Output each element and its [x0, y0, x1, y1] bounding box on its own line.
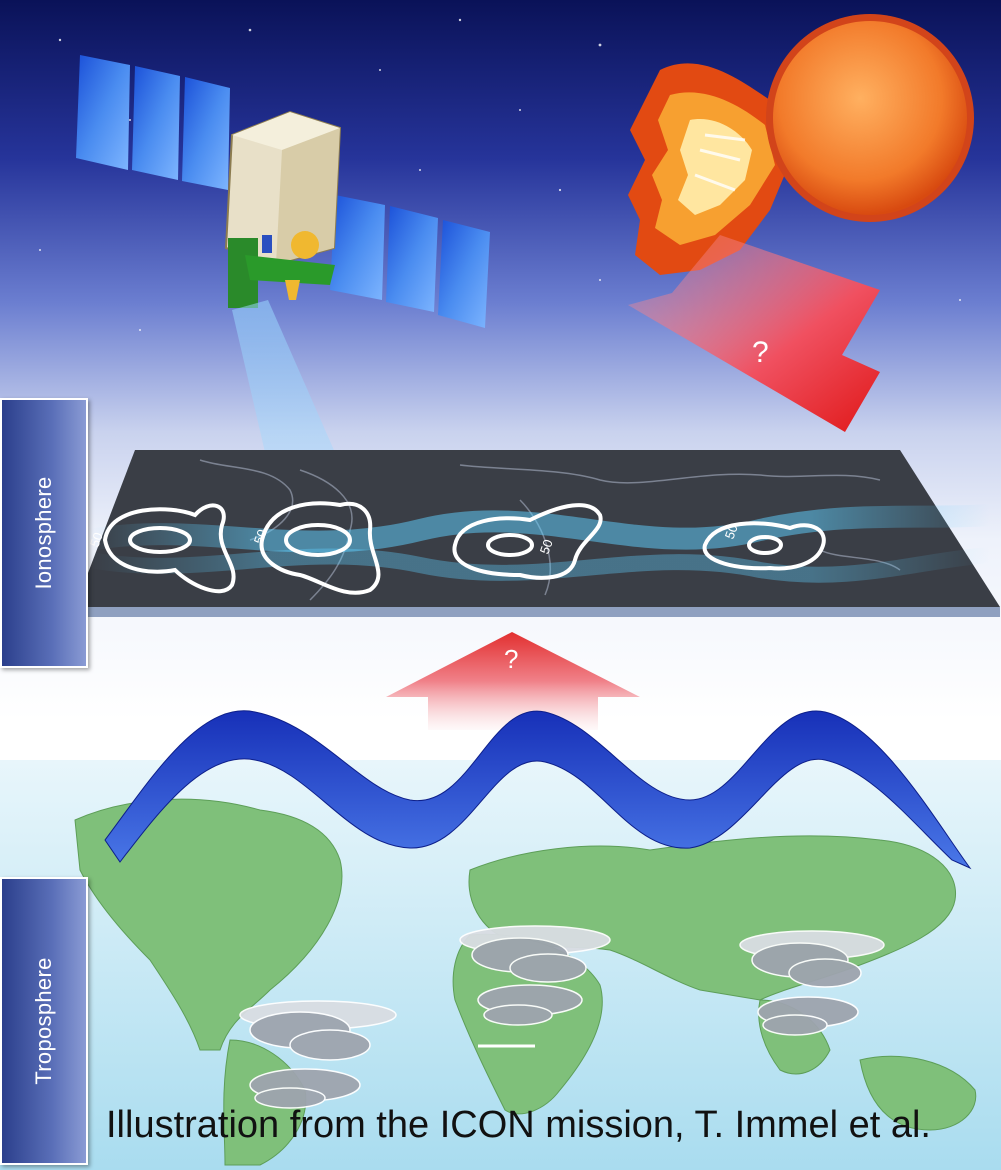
contour-label: 50 — [87, 530, 106, 549]
sun-icon — [766, 14, 974, 222]
contour-label: 50 — [251, 527, 270, 546]
solar-influence-arrow: ? — [628, 235, 880, 432]
flare-icon — [628, 63, 795, 275]
density-contours — [102, 501, 826, 595]
solar-panel-left — [76, 55, 230, 190]
upward-arrow-question: ? — [504, 644, 518, 674]
upward-influence-arrow: ? — [386, 632, 640, 730]
ionosphere-label: Ionosphere — [0, 398, 88, 668]
cloud-icon — [239, 1000, 397, 1109]
contour-label: 50 — [722, 522, 741, 541]
cloud-icon — [739, 930, 885, 1036]
equatorial-glow-band — [88, 504, 991, 553]
troposphere-label: Troposphere — [0, 877, 88, 1165]
ionosphere-label-text: Ionosphere — [31, 476, 56, 590]
atmospheric-wave — [104, 710, 972, 870]
troposphere-label-text: Troposphere — [31, 957, 56, 1085]
satellite-icon — [76, 55, 490, 328]
ionosphere-map-plane: 50 50 50 50 — [75, 450, 1000, 617]
solar-arrow-question: ? — [752, 336, 769, 369]
contour-label: 50 — [537, 537, 556, 556]
solar-panel-right — [330, 195, 490, 328]
image-caption: Illustration from the ICON mission, T. I… — [106, 1104, 931, 1146]
cloud-icon — [459, 925, 611, 1026]
